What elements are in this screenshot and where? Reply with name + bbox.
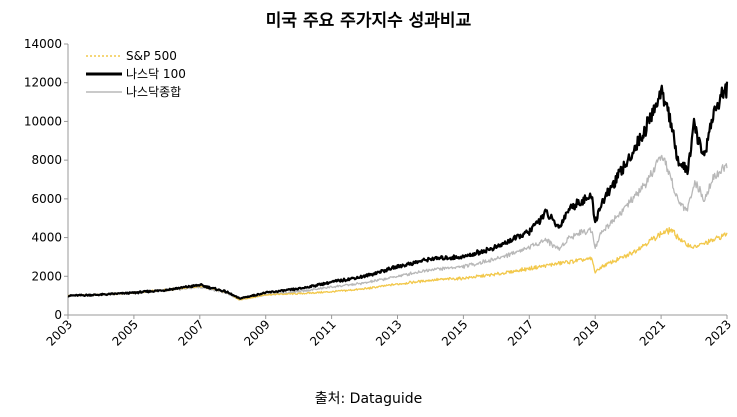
legend-label: S&P 500 [126,49,177,63]
x-tick-label: 2007 [175,317,206,348]
y-tick-label: 4000 [31,231,62,245]
series-line-nasdaq100 [67,81,729,300]
y-tick-label: 10000 [24,114,62,128]
x-tick-label: 2013 [373,317,404,348]
legend-label: 나스닥 100 [126,67,186,81]
x-tick-label: 2003 [44,317,75,348]
x-tick-label: 2019 [571,317,602,348]
source-note: 출처: Dataguide [314,391,423,407]
y-tick-label: 8000 [31,153,62,167]
y-tick-label: 0 [54,308,62,322]
chart-title: 미국 주요 주가지수 성과비교 [265,11,472,31]
series-line-nasdaq-composite [67,154,728,301]
x-tick-label: 2017 [505,317,536,348]
x-tick-label: 2009 [241,317,272,348]
x-tick-label: 2015 [439,317,470,348]
legend: S&P 500 나스닥 100 나스닥종합 [86,49,186,99]
series-layer [67,81,729,301]
x-tick-label: 2011 [307,317,338,348]
x-tick-label: 2005 [110,317,141,348]
y-tick-label: 6000 [31,192,62,206]
x-tick-label: 2021 [637,317,668,348]
y-tick-label: 2000 [31,269,62,283]
y-tick-label: 12000 [24,76,62,90]
y-tick-label: 14000 [24,37,62,51]
legend-label: 나스닥종합 [126,85,181,99]
x-tick-label: 2023 [703,317,734,348]
plot-axes: 0 2000 4000 6000 8000 10000 12000 14000 2003 2005… [24,37,734,349]
